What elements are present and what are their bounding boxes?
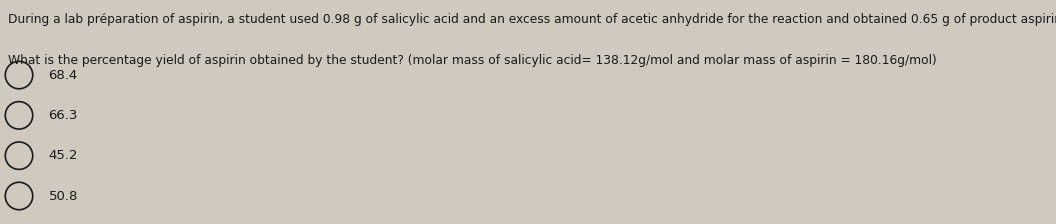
Text: 68.4: 68.4 <box>49 69 78 82</box>
Text: 50.8: 50.8 <box>49 190 78 202</box>
Text: 45.2: 45.2 <box>49 149 78 162</box>
Text: During a lab préparation of aspirin, a student used 0.98 g of salicylic acid and: During a lab préparation of aspirin, a s… <box>8 13 1056 26</box>
Text: 66.3: 66.3 <box>49 109 78 122</box>
Text: What is the percentage yield of aspirin obtained by the student? (molar mass of : What is the percentage yield of aspirin … <box>8 54 937 67</box>
